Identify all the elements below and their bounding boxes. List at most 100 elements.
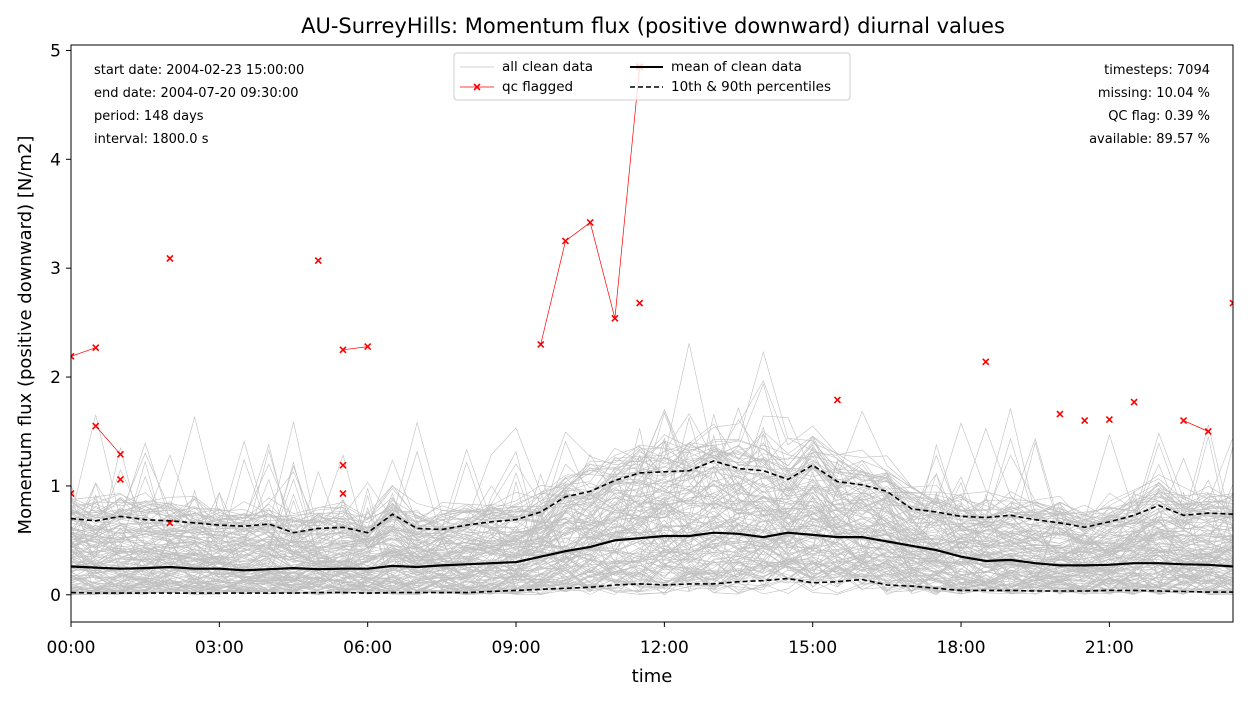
qc-flagged-point [1105, 415, 1113, 424]
clean-day-line [71, 437, 1233, 543]
qc-flagged-point [71, 352, 75, 360]
y-tick-label: 2 [50, 368, 61, 388]
clean-day-line [71, 466, 1233, 549]
y-tick-label: 4 [50, 150, 61, 170]
clean-day-line [71, 454, 1233, 588]
legend-label-qc: qc flagged [502, 79, 573, 95]
info-annotation: QC flag: 0.39 % [1108, 109, 1210, 124]
clean-day-line [71, 498, 1233, 596]
clean-day-line [71, 548, 1233, 596]
x-tick-label: 18:00 [937, 638, 986, 658]
clean-day-line [71, 460, 1233, 537]
qc-flagged-point [1204, 427, 1212, 436]
info-annotation: start date: 2004-02-23 15:00:00 [94, 63, 304, 78]
clean-day-line [71, 458, 1233, 555]
qc-flagged-point [1130, 398, 1138, 406]
clean-day-line [71, 475, 1233, 561]
clean-day-line [71, 492, 1233, 595]
statistic-lines [71, 460, 1233, 594]
qc-flagged-point [537, 340, 545, 348]
legend-label-mean: mean of clean data [671, 59, 802, 75]
chart-title: AU-SurreyHills: Momentum flux (positive … [301, 14, 1005, 38]
clean-day-line [71, 491, 1233, 595]
qc-flagged-point [1056, 410, 1064, 418]
qc-flagged-point [339, 346, 347, 354]
clean-day-line [71, 534, 1233, 587]
qc-flagged-line [71, 347, 96, 357]
x-tick-label: 15:00 [788, 638, 837, 658]
x-tick-label: 03:00 [195, 638, 244, 658]
x-tick-label: 12:00 [640, 638, 689, 658]
clean-day-line [71, 483, 1233, 557]
info-annotations-right: timesteps: 7094 missing: 10.04 % QC flag: … [1089, 63, 1210, 147]
clean-day-line [71, 495, 1233, 574]
clean-day-line [71, 534, 1233, 595]
clean-day-line [71, 475, 1233, 553]
info-annotation: missing: 10.04 % [1098, 86, 1210, 101]
clean-day-line [71, 510, 1233, 594]
legend-label-percentiles: 10th & 90th percentiles [671, 79, 831, 95]
info-annotation: end date: 2004-07-20 09:30:00 [94, 86, 299, 101]
y-tick-label: 3 [50, 259, 61, 279]
qc-flagged-point [92, 422, 100, 430]
clean-day-line [71, 423, 1233, 528]
qc-flagged-point [586, 218, 594, 227]
x-tick-label: 09:00 [492, 638, 541, 658]
clean-day-line [71, 481, 1233, 589]
legend-qc-marker [473, 83, 481, 91]
qc-flagged-point [833, 396, 841, 404]
plot-frame [70, 44, 1234, 623]
x-axis-ticks: 00:00 03:00 06:00 09:00 12:00 15:00 18:00 21:00 [47, 622, 1134, 658]
info-annotations-left: start date: 2004-02-23 15:00:00 end date:… [94, 63, 304, 147]
qc-flagged-point [1229, 299, 1233, 307]
y-tick-label: 0 [50, 586, 61, 606]
clean-day-line [71, 380, 1233, 525]
clean-day-line [71, 544, 1233, 592]
clean-day-line [71, 416, 1233, 558]
qc-flagged-line [1183, 420, 1209, 432]
qc-flagged-point [636, 299, 644, 307]
qc-flagged-point [92, 344, 100, 352]
qc-flagged-point [116, 475, 125, 483]
info-annotation: available: 89.57 % [1089, 132, 1210, 147]
clean-day-line [71, 446, 1233, 560]
clean-day-line [71, 350, 1233, 529]
clean-day-line [71, 382, 1233, 531]
y-tick-label: 5 [50, 41, 61, 61]
qc-flagged-series [71, 63, 1233, 527]
plot-area [71, 63, 1233, 596]
qc-flagged-point [116, 450, 125, 458]
clean-day-line [71, 451, 1233, 545]
clean-day-line [71, 472, 1233, 579]
clean-data-lines [71, 343, 1233, 596]
clean-day-line [71, 522, 1233, 595]
x-tick-label: 21:00 [1085, 638, 1134, 658]
info-annotation: interval: 1800.0 s [94, 132, 209, 147]
qc-flagged-point [364, 342, 372, 351]
clean-day-line [71, 445, 1233, 535]
clean-day-line [71, 343, 1233, 531]
clean-day-line [71, 441, 1233, 585]
y-axis-ticks: 0 1 2 3 4 5 [50, 41, 71, 606]
x-tick-label: 00:00 [47, 638, 96, 658]
qc-flagged-point [339, 461, 347, 469]
clean-day-line [71, 448, 1233, 542]
qc-flagged-point [982, 358, 990, 366]
clean-day-line [71, 467, 1233, 568]
y-tick-label: 1 [50, 477, 61, 497]
mean-line [71, 531, 1233, 572]
qc-flagged-point [166, 254, 174, 262]
qc-flagged-point [314, 256, 322, 265]
x-axis-label: time [632, 666, 673, 687]
legend: all clean data qc flagged mean of clean … [453, 52, 851, 101]
qc-flagged-point [339, 489, 347, 498]
qc-flagged-point [71, 489, 75, 498]
clean-day-line [71, 421, 1233, 532]
legend-box [453, 52, 851, 101]
clean-day-line [71, 482, 1233, 558]
clean-day-line [71, 459, 1233, 577]
qc-flagged-point [1179, 417, 1188, 425]
qc-flagged-line [540, 66, 640, 345]
x-tick-label: 06:00 [343, 638, 392, 658]
